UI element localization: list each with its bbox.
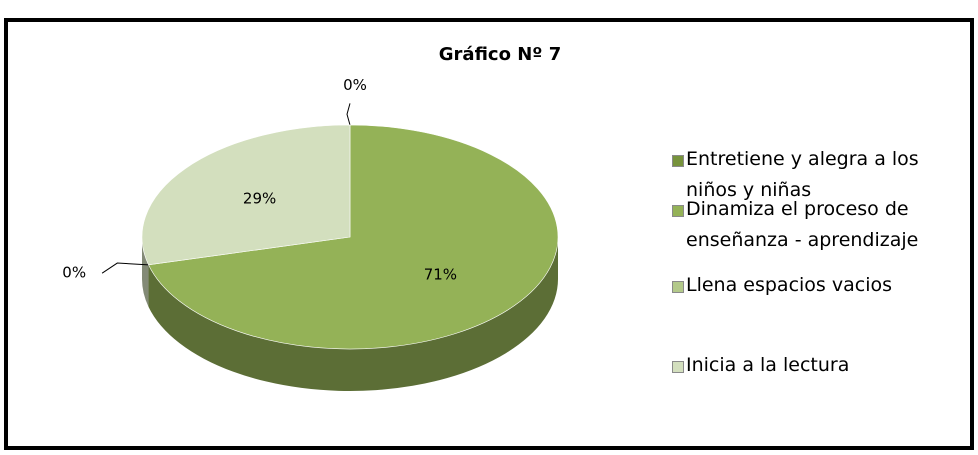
leader-line bbox=[101, 262, 149, 274]
leader-line bbox=[346, 103, 351, 126]
legend-item: Entretiene y alegra a los niños y niñas bbox=[672, 144, 972, 206]
pie-slice bbox=[141, 124, 351, 266]
legend-swatch bbox=[672, 155, 684, 167]
legend-item: Inicia a la lectura bbox=[672, 350, 972, 381]
legend-swatch bbox=[672, 361, 684, 373]
legend-label: Dinamiza el proceso de enseñanza - apren… bbox=[686, 198, 919, 251]
legend-label: Inicia a la lectura bbox=[686, 354, 850, 376]
legend-item: Dinamiza el proceso de enseñanza - apren… bbox=[672, 194, 972, 256]
data-label: 71% bbox=[424, 265, 457, 283]
data-label: 0% bbox=[62, 264, 86, 282]
legend-label: Llena espacios vacios bbox=[686, 274, 892, 296]
chart-title: Gráfico Nº 7 bbox=[439, 44, 561, 65]
legend-swatch bbox=[672, 281, 684, 293]
pie-slice bbox=[148, 124, 559, 350]
pie-side bbox=[148, 237, 558, 391]
legend-swatch bbox=[672, 205, 684, 217]
legend-item: Llena espacios vacios bbox=[672, 270, 972, 301]
pie-side bbox=[142, 237, 149, 307]
legend-label: Entretiene y alegra a los niños y niñas bbox=[686, 148, 919, 201]
pie: 0% 71% 0% 29% bbox=[62, 76, 559, 391]
data-label: 0% bbox=[343, 76, 367, 94]
data-label: 29% bbox=[243, 190, 276, 208]
